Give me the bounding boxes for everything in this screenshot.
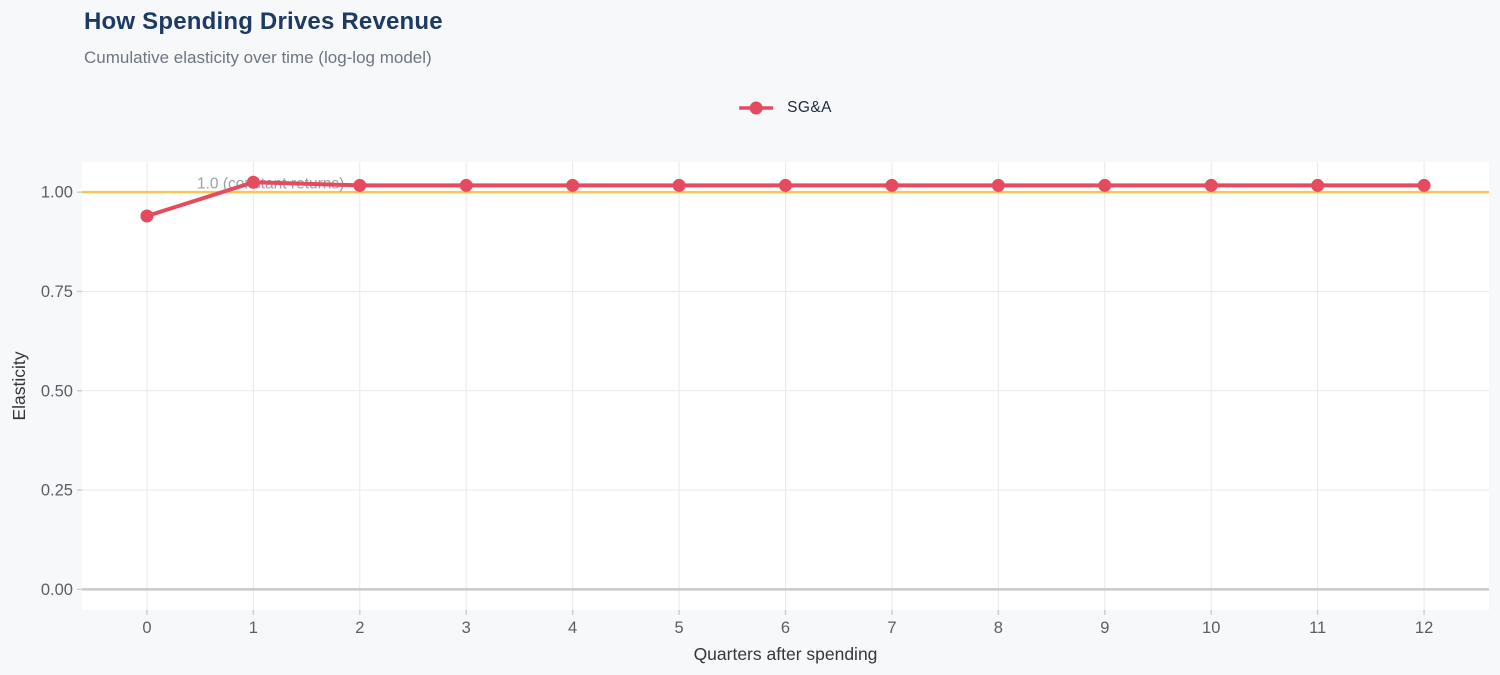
- x-tick-label: 4: [568, 619, 577, 637]
- legend-line-marker-icon: [739, 101, 774, 115]
- x-tick-label: 2: [355, 619, 364, 637]
- page-title: How Spending Drives Revenue: [84, 8, 443, 35]
- y-tick-label: 0.75: [41, 283, 73, 301]
- x-tick-label: 5: [674, 619, 683, 637]
- data-point: [1204, 178, 1218, 192]
- y-tick-label: 1.00: [41, 184, 73, 202]
- y-axis-title: Elasticity: [9, 351, 29, 420]
- x-tick-label: 12: [1415, 619, 1433, 637]
- data-point: [1098, 178, 1112, 192]
- x-tick-label: 9: [1100, 619, 1109, 637]
- chart-legend: SG&A: [738, 99, 832, 117]
- chart-subtitle: Cumulative elasticity over time (log-log…: [84, 48, 432, 67]
- legend-label: SG&A: [787, 99, 832, 116]
- x-tick-label: 0: [142, 619, 151, 637]
- data-point: [566, 178, 580, 192]
- x-tick-label: 8: [994, 619, 1003, 637]
- data-point: [1311, 178, 1325, 192]
- legend-dot: [749, 101, 763, 115]
- x-tick-label: 3: [462, 619, 471, 637]
- y-tick-label: 0.50: [41, 382, 73, 400]
- y-tick-label: 0.25: [41, 482, 73, 500]
- data-point: [140, 209, 154, 223]
- data-point: [246, 175, 260, 189]
- x-tick-label: 11: [1309, 619, 1326, 637]
- data-point: [672, 178, 686, 192]
- data-point: [779, 178, 792, 192]
- x-axis-title: Quarters after spending: [694, 644, 878, 664]
- data-point: [885, 178, 899, 192]
- x-tick-label: 6: [781, 619, 790, 637]
- data-point: [353, 178, 367, 192]
- x-tick-label: 10: [1202, 619, 1220, 637]
- data-point: [991, 178, 1005, 192]
- x-tick-label: 1: [249, 619, 258, 637]
- x-tick-label: 7: [887, 619, 896, 637]
- y-tick-label: 0.00: [41, 581, 73, 599]
- data-point: [459, 178, 473, 192]
- data-point: [1417, 178, 1431, 192]
- legend-item-sga[interactable]: SG&A: [738, 99, 832, 117]
